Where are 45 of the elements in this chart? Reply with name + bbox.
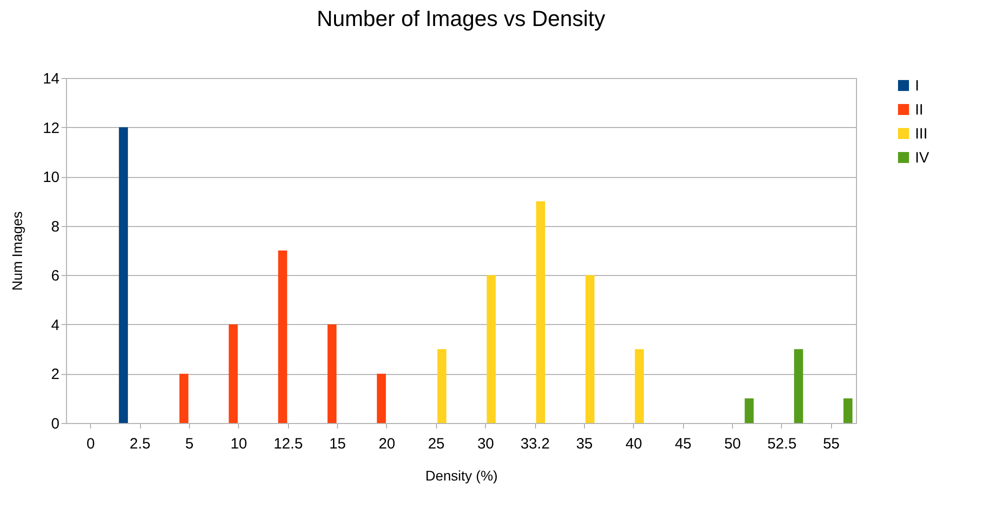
x-tick-label: 33.2 [520, 436, 550, 452]
legend-label: I [915, 78, 920, 94]
x-tick-label: 5 [185, 436, 194, 452]
y-tick-label: 12 [42, 120, 60, 137]
y-tick-label: 2 [51, 366, 60, 384]
x-tick-label: 35 [576, 436, 593, 452]
legend-label: II [915, 102, 924, 118]
x-tick-label: 55 [822, 436, 840, 452]
bar [536, 201, 546, 423]
bar [585, 275, 594, 423]
bar [376, 374, 386, 423]
bar [744, 398, 754, 423]
bar [634, 349, 644, 423]
x-tick-label: 30 [477, 436, 494, 452]
y-axis-title: Num Images [8, 211, 25, 291]
y-tick-label: 10 [42, 169, 60, 186]
x-tick-label: 20 [378, 436, 396, 452]
x-tick-label: 0 [86, 436, 95, 452]
x-tick-label: 52.5 [767, 436, 797, 452]
bar [843, 398, 852, 423]
y-tick-label: 14 [42, 70, 60, 88]
x-tick-label: 2.5 [130, 436, 150, 452]
bar [118, 127, 128, 423]
y-tick-label: 6 [51, 268, 60, 285]
x-tick-label: 50 [724, 436, 741, 452]
x-tick-label: 45 [674, 436, 692, 452]
x-tick-label: 25 [428, 436, 445, 452]
bar [437, 349, 446, 423]
y-tick-label: 8 [51, 218, 60, 236]
legend-label: IV [915, 150, 930, 166]
x-tick-label: 15 [329, 436, 346, 452]
x-tick-label: 10 [230, 436, 248, 452]
bar [486, 275, 496, 423]
bar [228, 324, 238, 423]
x-tick-label: 12.5 [274, 436, 303, 452]
bar [278, 250, 288, 423]
legend-label: III [915, 126, 928, 142]
chart-title: Number of Images vs Density [316, 6, 606, 31]
bar [794, 349, 804, 423]
bar [179, 374, 188, 423]
bar [328, 324, 337, 423]
x-tick-label: 40 [625, 436, 642, 452]
x-axis-title: Density (%) [425, 468, 498, 484]
y-tick-label: 0 [51, 416, 60, 432]
y-tick-label: 4 [51, 316, 60, 334]
